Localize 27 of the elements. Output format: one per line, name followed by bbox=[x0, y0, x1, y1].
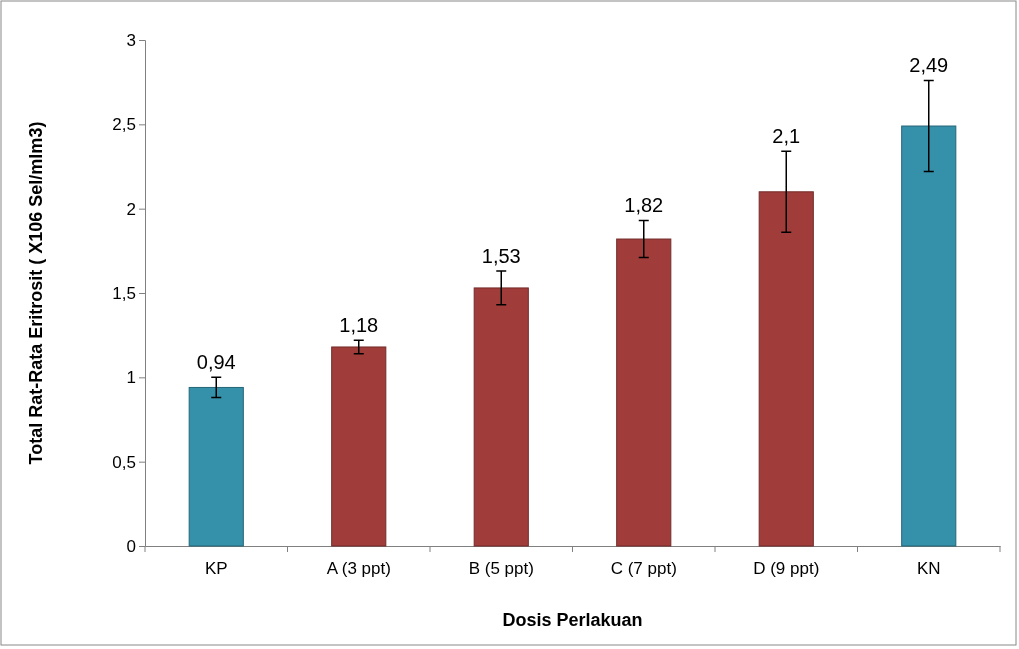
bar bbox=[188, 386, 244, 547]
data-label: 1,53 bbox=[481, 245, 521, 268]
y-tick-label: 0,5 bbox=[112, 452, 136, 472]
bar bbox=[331, 346, 387, 547]
x-tick-label: C (7 ppt) bbox=[610, 559, 677, 579]
x-tick-label: A (3 ppt) bbox=[326, 559, 391, 579]
data-label: 1,82 bbox=[624, 194, 664, 217]
data-label: 2,1 bbox=[772, 125, 801, 148]
data-label: 1,18 bbox=[339, 314, 379, 337]
bar bbox=[901, 125, 957, 547]
x-tick-label: B (5 ppt) bbox=[468, 559, 534, 579]
y-tick-label: 2 bbox=[126, 199, 136, 219]
y-tick-label: 0 bbox=[126, 536, 136, 556]
x-tick-label: KN bbox=[916, 559, 941, 579]
x-tick-label: KP bbox=[204, 559, 228, 579]
y-tick-label: 1,5 bbox=[112, 283, 136, 303]
data-label: 0,94 bbox=[196, 351, 236, 374]
bar bbox=[473, 287, 529, 547]
bar bbox=[616, 238, 672, 547]
x-tick-label: D (9 ppt) bbox=[753, 559, 820, 579]
y-tick-label: 1 bbox=[126, 368, 136, 388]
y-tick-label: 2,5 bbox=[112, 115, 136, 135]
bar bbox=[758, 191, 814, 547]
y-tick-label: 3 bbox=[126, 30, 136, 50]
x-axis-title: Dosis Perlakuan bbox=[502, 610, 643, 630]
y-axis-title: Total Rat-Rata Eritrosit ( X106 Sel/mlm3) bbox=[26, 121, 46, 465]
data-label: 2,49 bbox=[909, 54, 949, 77]
